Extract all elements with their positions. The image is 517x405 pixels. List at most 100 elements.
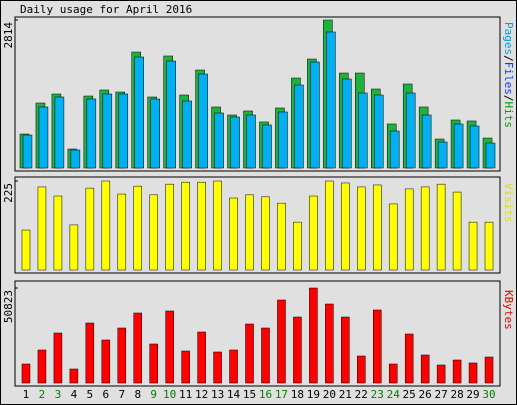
bar <box>357 186 366 271</box>
bar <box>53 195 63 271</box>
bar <box>165 183 174 271</box>
x-tick-label: 1 <box>23 388 30 401</box>
x-tick-label: 21 <box>339 388 352 401</box>
bar <box>373 309 382 384</box>
bar <box>262 124 272 169</box>
bar <box>420 354 430 384</box>
bar <box>405 92 416 169</box>
x-tick-label: 20 <box>323 388 336 401</box>
x-tick-label: 14 <box>227 388 241 401</box>
label-part: Pages <box>502 22 515 55</box>
label-part: / <box>502 95 515 102</box>
bar <box>309 287 318 384</box>
x-tick-label: 16 <box>259 388 272 401</box>
bar <box>102 93 113 169</box>
x-tick-label: 6 <box>103 388 110 401</box>
bar <box>309 195 318 271</box>
bar <box>70 149 81 169</box>
bar <box>213 180 222 271</box>
panel-frame <box>14 280 501 387</box>
x-tick-label: 26 <box>419 388 432 401</box>
bar <box>325 303 334 384</box>
bar <box>485 142 496 169</box>
bar <box>261 327 270 384</box>
bar <box>468 362 478 384</box>
bar <box>246 114 256 169</box>
bar <box>341 316 350 384</box>
bar <box>404 333 414 384</box>
bar <box>310 61 320 169</box>
bar <box>38 106 49 169</box>
bar <box>277 202 286 271</box>
bar <box>373 184 382 271</box>
bar <box>54 96 65 169</box>
bar <box>229 349 238 384</box>
bar <box>86 98 97 169</box>
bar <box>117 193 127 271</box>
bar <box>389 130 400 169</box>
x-tick-label: 4 <box>71 388 78 401</box>
x-tick-label: 5 <box>87 388 94 401</box>
bar <box>294 84 304 169</box>
x-tick-label: 22 <box>355 388 368 401</box>
bar <box>245 194 254 271</box>
x-tick-label: 11 <box>179 388 192 401</box>
bar <box>388 363 398 384</box>
bar <box>484 221 494 271</box>
bar <box>133 185 142 271</box>
bar <box>118 93 129 169</box>
bar <box>197 181 206 271</box>
bar <box>452 191 462 271</box>
bar <box>101 339 111 384</box>
bar <box>150 98 160 169</box>
bar <box>214 112 224 169</box>
bar <box>101 180 111 271</box>
bar <box>182 100 192 169</box>
bar <box>197 331 206 384</box>
bar <box>357 355 366 384</box>
y-axis-label: KBytes <box>502 290 515 330</box>
bar <box>181 350 190 384</box>
bar <box>22 134 33 169</box>
x-tick-label: 9 <box>150 388 157 401</box>
bar <box>133 312 142 384</box>
x-tick-label: 17 <box>275 388 288 401</box>
x-tick-label: 25 <box>403 388 416 401</box>
bar <box>69 224 79 271</box>
chart-title: Daily usage for April 2016 <box>20 3 192 16</box>
x-tick-label: 3 <box>55 388 62 401</box>
x-tick-label: 30 <box>482 388 495 401</box>
label-part: Hits <box>502 102 515 129</box>
bar <box>198 73 208 169</box>
x-tick-label: 8 <box>134 388 141 401</box>
x-tick-label: 19 <box>307 388 320 401</box>
x-tick-label: 18 <box>291 388 304 401</box>
bar <box>134 56 144 169</box>
panel-frame <box>14 16 501 172</box>
bar <box>181 181 190 271</box>
bar <box>149 194 158 271</box>
x-tick-label: 7 <box>118 388 125 401</box>
bar <box>484 356 494 384</box>
bar <box>358 92 368 169</box>
bar <box>37 186 47 271</box>
bar <box>293 221 302 271</box>
bar <box>69 368 79 384</box>
bar <box>230 116 240 169</box>
bar <box>326 31 336 169</box>
bar <box>166 60 176 169</box>
bar <box>341 182 350 271</box>
label-part: Files <box>502 62 515 95</box>
bar <box>245 323 254 384</box>
bar <box>21 229 31 271</box>
bar <box>342 78 352 169</box>
bar <box>374 94 384 169</box>
y-tick-label: 50823 <box>2 290 15 323</box>
x-tick-label: 15 <box>243 388 256 401</box>
panel-frame <box>14 176 501 274</box>
bar <box>213 351 222 384</box>
bar <box>21 363 31 384</box>
bar <box>165 310 174 384</box>
bar <box>452 359 462 384</box>
